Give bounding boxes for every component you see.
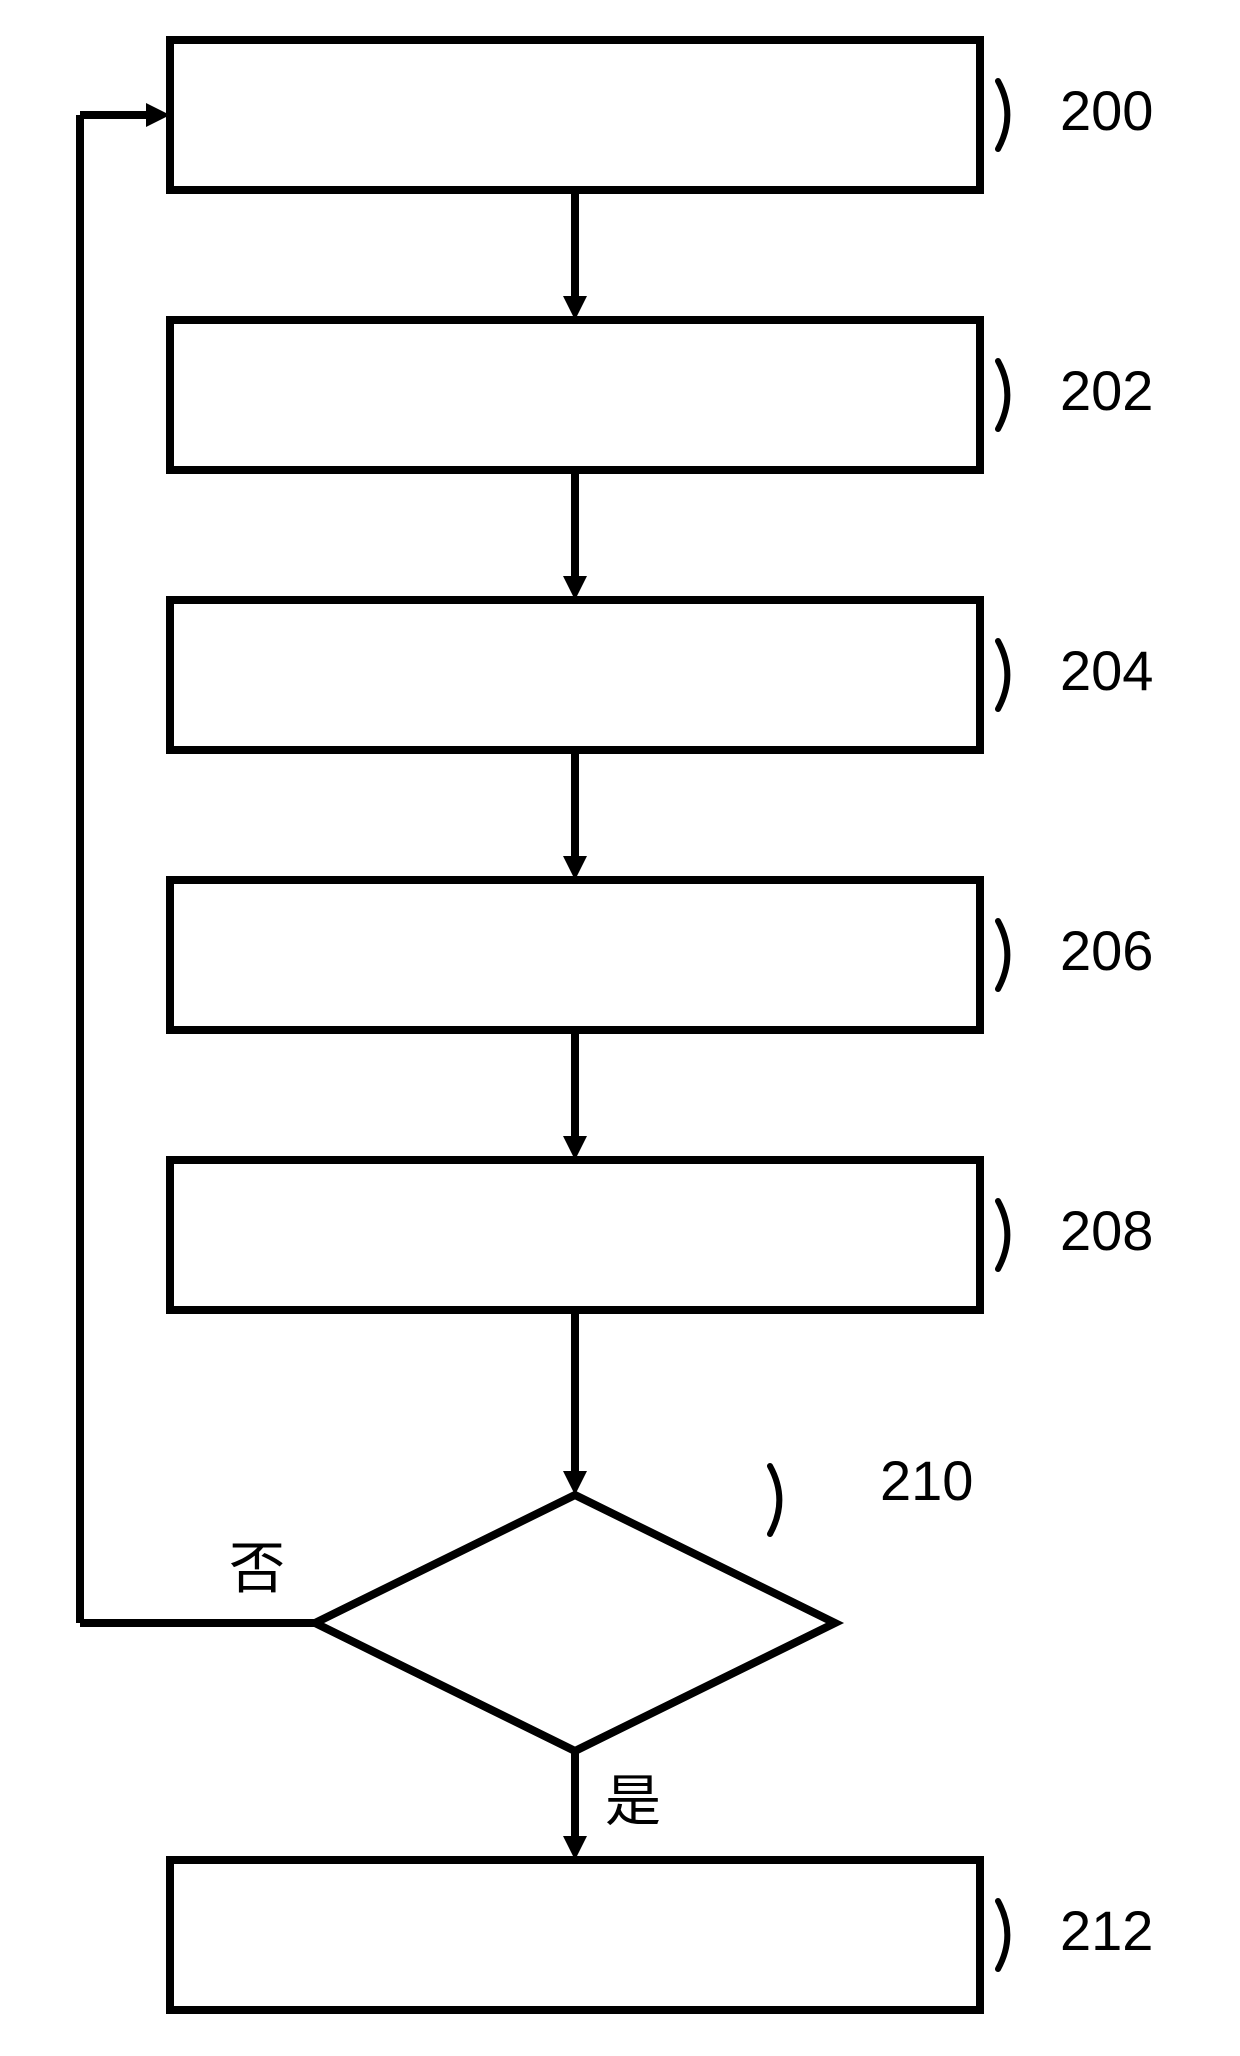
ref-label: 208 xyxy=(1060,1199,1153,1262)
ref-curve xyxy=(770,1466,779,1534)
yes-label: 是 xyxy=(605,1769,661,1832)
process-box-0 xyxy=(170,40,980,190)
process-box-1 xyxy=(170,320,980,470)
flowchart-diagram: 200 202 204 206 208 210 是 212 否 xyxy=(0,0,1240,2056)
decision-diamond xyxy=(315,1495,835,1751)
ref-label: 210 xyxy=(880,1449,973,1512)
ref-curve xyxy=(998,361,1007,429)
ref-label: 200 xyxy=(1060,79,1153,142)
process-box-final xyxy=(170,1860,980,2010)
ref-curve xyxy=(998,921,1007,989)
ref-curve xyxy=(998,641,1007,709)
ref-label: 204 xyxy=(1060,639,1153,702)
process-box-2 xyxy=(170,600,980,750)
ref-curve xyxy=(998,1201,1007,1269)
ref-curve xyxy=(998,1901,1007,1969)
ref-curve xyxy=(998,81,1007,149)
ref-label: 202 xyxy=(1060,359,1153,422)
process-box-4 xyxy=(170,1160,980,1310)
ref-label: 206 xyxy=(1060,919,1153,982)
no-label: 否 xyxy=(229,1537,285,1600)
process-box-3 xyxy=(170,880,980,1030)
ref-label: 212 xyxy=(1060,1899,1153,1962)
